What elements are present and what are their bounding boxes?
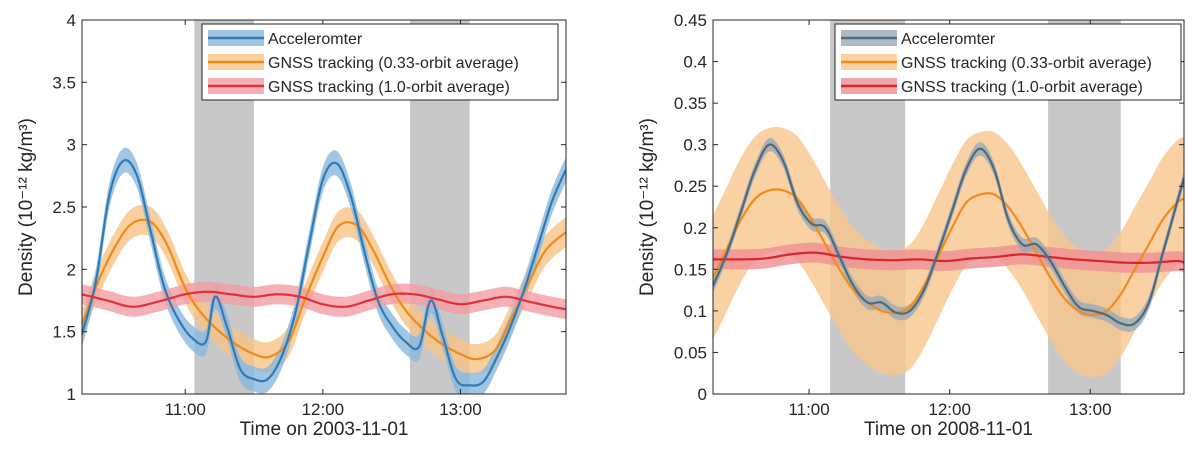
y-tick-label: 0.05: [674, 343, 707, 362]
series-band: [713, 242, 1184, 273]
legend-label: GNSS tracking (0.33-orbit average): [901, 55, 1152, 72]
y-tick-label: 2: [67, 260, 76, 279]
axes-frame: [712, 19, 1185, 395]
y-tick-label: 0.45: [674, 11, 707, 30]
y-axis-title: Density (10⁻¹² kg/m³): [16, 118, 37, 296]
y-tick-label: 0.25: [674, 177, 707, 196]
y-tick-label: 0.1: [683, 302, 707, 321]
series-line: [713, 188, 1184, 317]
y-tick-label: 1.5: [52, 323, 76, 342]
y-tick-label: 0.2: [683, 219, 707, 238]
legend: Acceleromter GNSS tracking (0.33-orbit av…: [834, 23, 1182, 101]
y-tick-label: 0.4: [683, 53, 707, 72]
legend-label: Acceleromter: [901, 31, 996, 48]
y-tick-label: 0.15: [674, 260, 707, 279]
x-axis-title: Time on 2003-11-01: [240, 419, 409, 440]
y-tick-label: 3: [67, 136, 76, 155]
legend-label: GNSS tracking (1.0-orbit average): [901, 79, 1143, 96]
plot-content: [713, 20, 1184, 394]
x-tick-label: 12:00: [302, 400, 345, 419]
legend-label: GNSS tracking (1.0-orbit average): [268, 79, 510, 96]
chart-panel-1: 1 1.5 2 2.5 3 3.5 4 11:00 12:00 13:00 Time on 2003…: [16, 11, 567, 440]
series-line: [713, 143, 1184, 327]
chart-panel-2: 0 0.05 0.1 0.15 0.2 0.25 0.3 0.35 0.4 0.45 11:00 12…: [637, 11, 1185, 440]
series-line: [82, 218, 566, 361]
y-tick-label: 4: [67, 11, 76, 30]
x-tick-label: 11:00: [788, 400, 829, 419]
legend-label: GNSS tracking (0.33-orbit average): [268, 55, 519, 72]
y-tick-label: 0.3: [683, 136, 707, 155]
x-tick-label: 12:00: [928, 400, 971, 419]
x-tick-label: 11:00: [165, 400, 206, 419]
x-tick-label: 13:00: [1069, 400, 1112, 419]
series-line: [82, 290, 566, 311]
series-line: [82, 158, 566, 387]
legend: Acceleromter GNSS tracking (0.33-orbit av…: [201, 23, 559, 101]
y-axis-title: Density (10⁻¹² kg/m³): [637, 118, 658, 296]
x-axis-title: Time on 2008-11-01: [864, 419, 1033, 440]
y-tick-label: 0: [698, 385, 707, 404]
y-tick-label: 0.35: [674, 94, 707, 113]
y-tick-label: 1: [67, 385, 76, 404]
y-tick-label: 2.5: [52, 198, 76, 217]
series-band: [713, 137, 1184, 332]
legend-label: Acceleromter: [268, 31, 363, 48]
x-tick-label: 13:00: [439, 400, 482, 419]
series-band: [82, 147, 566, 394]
y-tick-label: 3.5: [52, 73, 76, 92]
series-line: [713, 251, 1184, 264]
